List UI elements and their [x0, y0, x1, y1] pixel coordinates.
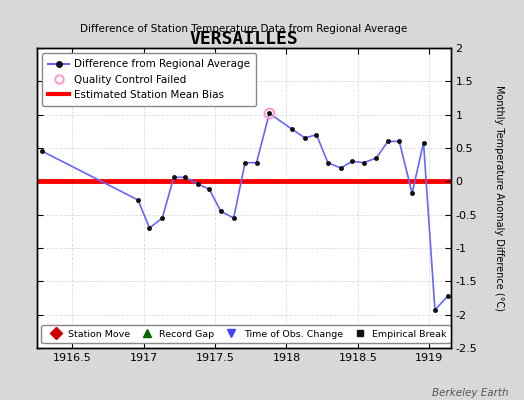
Title: VERSAILLES: VERSAILLES — [189, 30, 298, 48]
Y-axis label: Monthly Temperature Anomaly Difference (°C): Monthly Temperature Anomaly Difference (… — [494, 85, 504, 311]
Legend: Station Move, Record Gap, Time of Obs. Change, Empirical Break: Station Move, Record Gap, Time of Obs. C… — [41, 325, 451, 343]
Text: Berkeley Earth: Berkeley Earth — [432, 388, 508, 398]
Text: Difference of Station Temperature Data from Regional Average: Difference of Station Temperature Data f… — [80, 24, 407, 34]
